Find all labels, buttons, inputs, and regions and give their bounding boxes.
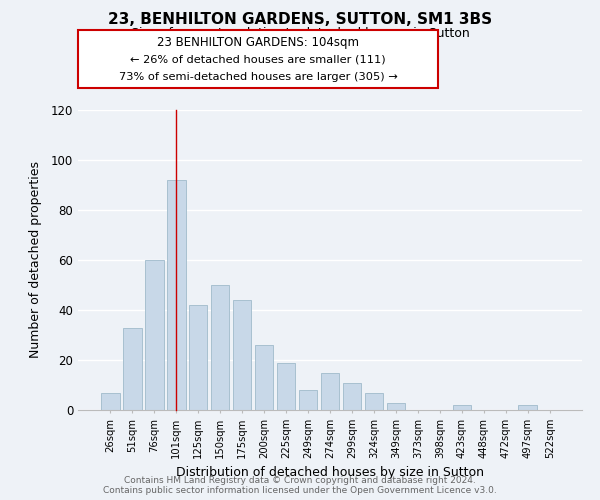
Text: Contains HM Land Registry data © Crown copyright and database right 2024.: Contains HM Land Registry data © Crown c…	[124, 476, 476, 485]
Text: Contains public sector information licensed under the Open Government Licence v3: Contains public sector information licen…	[103, 486, 497, 495]
Bar	[518, 405, 537, 410]
Bar	[189, 305, 208, 410]
Bar	[123, 328, 142, 410]
Text: 23, BENHILTON GARDENS, SUTTON, SM1 3BS: 23, BENHILTON GARDENS, SUTTON, SM1 3BS	[108, 12, 492, 28]
Bar	[233, 300, 251, 410]
Bar	[343, 382, 361, 410]
Text: Size of property relative to detached houses in Sutton: Size of property relative to detached ho…	[131, 28, 469, 40]
Bar	[452, 405, 471, 410]
Text: ← 26% of detached houses are smaller (111): ← 26% of detached houses are smaller (11…	[130, 55, 386, 65]
Bar	[101, 392, 119, 410]
Bar	[299, 390, 317, 410]
Text: 73% of semi-detached houses are larger (305) →: 73% of semi-detached houses are larger (…	[119, 72, 397, 82]
Bar	[320, 372, 340, 410]
Bar	[386, 402, 405, 410]
Bar	[145, 260, 164, 410]
Bar	[167, 180, 185, 410]
Bar	[255, 345, 274, 410]
X-axis label: Distribution of detached houses by size in Sutton: Distribution of detached houses by size …	[176, 466, 484, 479]
Bar	[365, 392, 383, 410]
Bar	[211, 285, 229, 410]
Y-axis label: Number of detached properties: Number of detached properties	[29, 162, 43, 358]
Bar	[277, 362, 295, 410]
Text: 23 BENHILTON GARDENS: 104sqm: 23 BENHILTON GARDENS: 104sqm	[157, 36, 359, 49]
